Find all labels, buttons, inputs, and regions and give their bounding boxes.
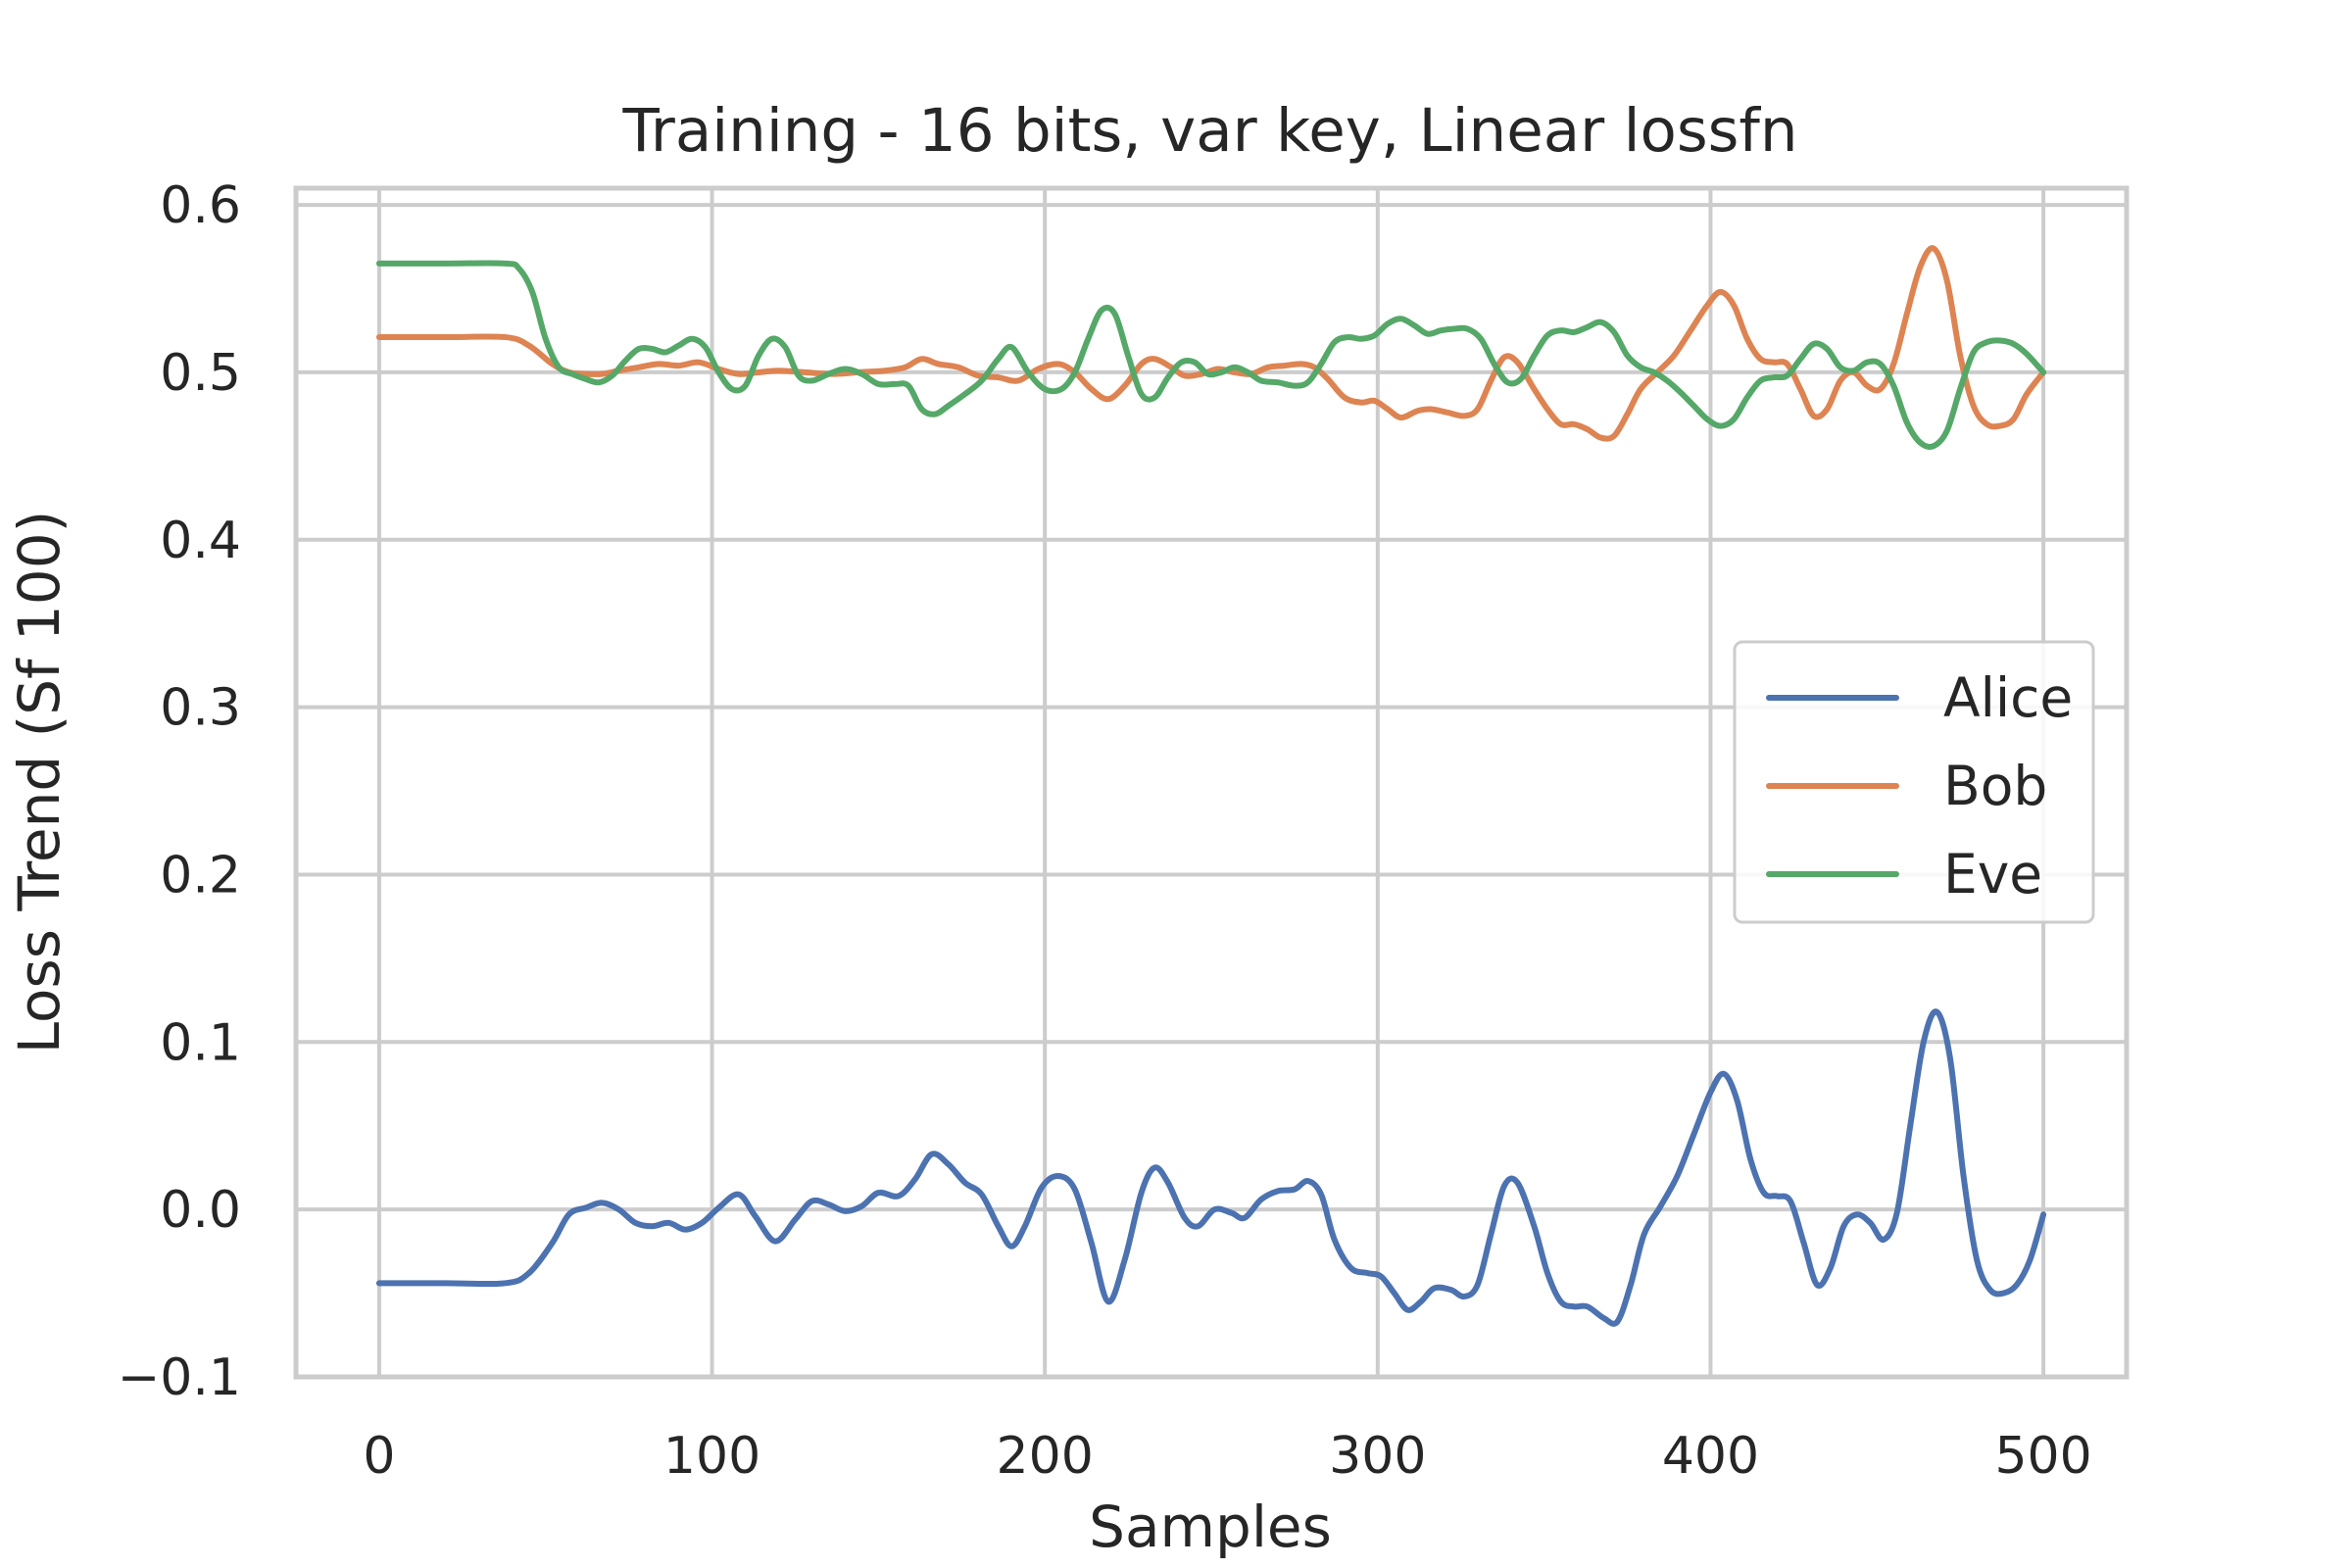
y-tick-label: 0.2 xyxy=(160,846,241,905)
y-tick-label: −0.1 xyxy=(118,1348,241,1407)
x-tick-label: 300 xyxy=(1329,1427,1426,1486)
y-axis-title: Loss Trend (Sf 100) xyxy=(6,511,73,1054)
series-line-bob xyxy=(375,245,2047,442)
plot-frame xyxy=(293,185,2130,1380)
x-tick-label: 0 xyxy=(363,1427,395,1486)
legend-label-eve: Eve xyxy=(1943,843,2042,906)
legend-frame xyxy=(1733,640,2095,924)
y-tick-label: 0.4 xyxy=(160,512,241,570)
y-tick-label: 0.1 xyxy=(160,1013,241,1072)
series-layer xyxy=(375,245,2047,1327)
legend-label-alice: Alice xyxy=(1943,666,2073,729)
x-tick-labels: 0 100 200 300 400 500 xyxy=(363,1427,2091,1486)
y-tick-label: 0.6 xyxy=(160,176,241,235)
x-tick-label: 500 xyxy=(1994,1427,2091,1486)
y-tick-labels: −0.1 0.0 0.1 0.2 0.3 0.4 0.5 0.6 xyxy=(118,176,241,1407)
series-line-eve xyxy=(375,260,2047,450)
y-tick-label: 0.0 xyxy=(160,1181,241,1240)
y-tick-label: 0.5 xyxy=(160,344,241,403)
x-tick-label: 200 xyxy=(997,1427,1094,1486)
legend-label-bob: Bob xyxy=(1943,755,2047,817)
series-line-alice xyxy=(375,1008,2047,1327)
chart-title: Training - 16 bits, var key, Linear loss… xyxy=(621,96,1797,166)
y-tick-label: 0.3 xyxy=(160,679,241,738)
x-axis-title: Samples xyxy=(1089,1494,1332,1560)
x-tick-label: 100 xyxy=(663,1427,760,1486)
legend: Alice Bob Eve xyxy=(1733,640,2095,924)
x-tick-label: 400 xyxy=(1662,1427,1759,1486)
